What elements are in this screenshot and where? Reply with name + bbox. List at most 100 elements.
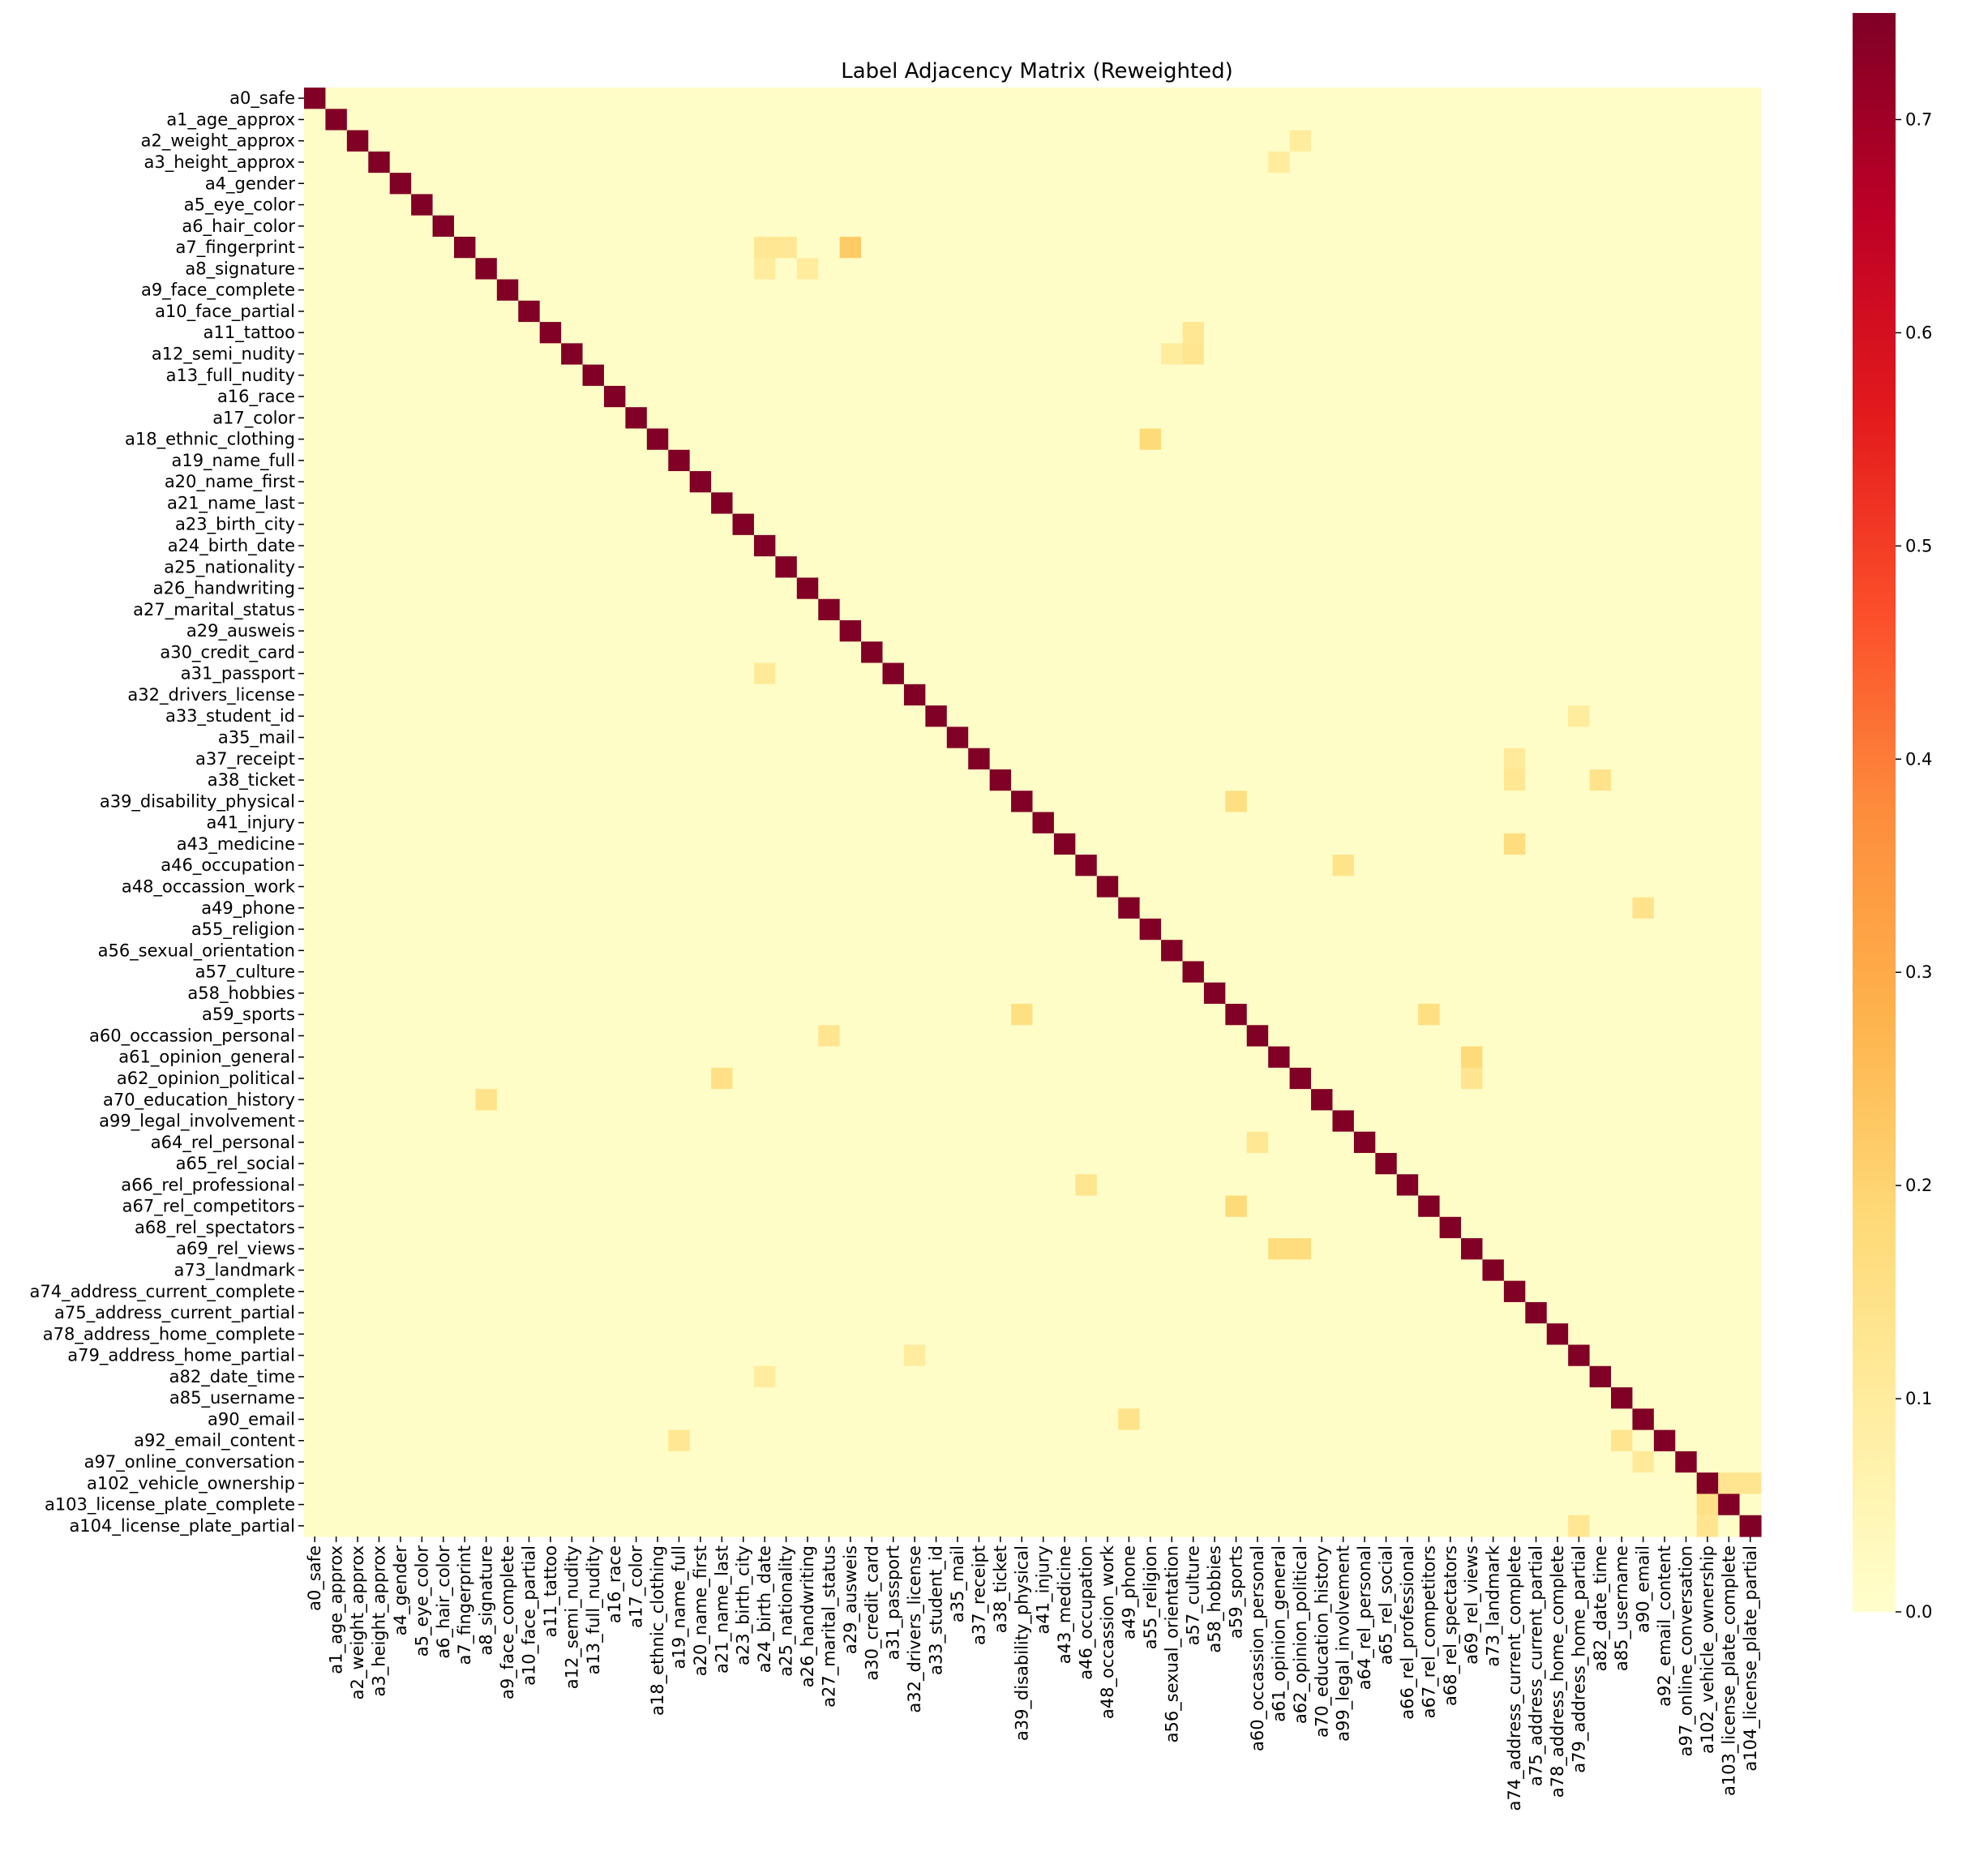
heatmap-cell [625,940,648,962]
heatmap-cell [818,534,841,557]
heatmap-cell [989,1494,1012,1516]
heatmap-cell [1139,1408,1162,1431]
heatmap-cell [818,1110,841,1133]
heatmap-cell [346,1089,369,1112]
heatmap-cell [903,833,926,855]
heatmap-cell [818,812,841,834]
heatmap-cell [1268,748,1291,770]
heatmap-cell [496,684,519,706]
heatmap-cell [304,492,327,515]
heatmap-cell [732,1494,755,1516]
heatmap-cell [968,1408,991,1431]
heatmap-cell [1632,385,1655,408]
heatmap-cell [946,684,969,706]
heatmap-cell [1739,833,1762,855]
heatmap-cell [946,236,969,259]
heatmap-cell [346,1365,369,1388]
heatmap-cell [496,1515,519,1537]
heatmap-cell [325,1089,348,1112]
heatmap-cell [1332,662,1355,685]
heatmap-cell [1332,556,1355,579]
heatmap-cell [946,833,969,855]
heatmap-cell [1289,855,1312,876]
heatmap-cell [411,88,434,109]
heatmap-cell [346,1067,369,1090]
heatmap-cell [689,641,712,664]
heatmap-cell [389,833,412,855]
heatmap-cell [432,705,455,727]
heatmap-cell [1032,1195,1055,1218]
heatmap-cell [903,215,926,238]
heatmap-cell [1053,513,1076,536]
heatmap-cell [389,897,412,919]
heatmap-cell [453,534,477,557]
heatmap-cell [925,1280,948,1303]
heatmap-cell [603,684,626,706]
heatmap-cell [732,1067,755,1090]
heatmap-cell [1353,940,1376,962]
heatmap-cell [603,855,626,876]
heatmap-cell [711,1280,734,1303]
heatmap-cell [1289,1216,1312,1239]
heatmap-cell [1589,300,1612,323]
heatmap-cell [1289,897,1312,919]
heatmap-cell [946,407,969,430]
heatmap-cell [1568,215,1591,238]
heatmap-cell [1053,1301,1076,1324]
heatmap-cell [1225,812,1248,834]
heatmap-cell [518,385,541,408]
heatmap-cell [389,258,412,281]
heatmap-cell [1611,598,1634,621]
heatmap-cell [496,748,519,770]
heatmap-cell [475,1089,498,1112]
heatmap-cell [1075,449,1098,472]
heatmap-cell [925,833,948,855]
heatmap-cell [1696,748,1719,770]
heatmap-cell [1568,1451,1591,1473]
heatmap-cell [796,1280,819,1303]
heatmap-cell [1182,471,1205,493]
x-tick-label: a92_email_content [1655,1545,1675,1707]
heatmap-cell [1053,619,1076,642]
heatmap-cell [561,130,584,152]
heatmap-cell [411,897,434,919]
heatmap-cell [839,130,862,152]
heatmap-cell [1696,940,1719,962]
heatmap-cell [453,577,477,600]
heatmap-cell [753,322,776,344]
heatmap-cell [1032,684,1055,706]
heatmap-cell [475,300,498,323]
heatmap-cell [775,641,798,664]
heatmap-cell [903,619,926,642]
heatmap-cell [411,619,434,642]
heatmap-cell [368,1110,391,1133]
heatmap-cell [861,364,884,387]
heatmap-cell [1632,534,1655,557]
heatmap-cell [903,322,926,344]
heatmap-cell [1139,662,1162,685]
heatmap-cell [1332,876,1355,898]
heatmap-cell [711,769,734,791]
heatmap-cell [346,513,369,536]
heatmap-cell [1203,619,1226,642]
heatmap-cell [668,1259,691,1282]
heatmap-cell [903,1004,926,1026]
heatmap-cell [775,449,798,472]
heatmap-cell [625,598,648,621]
heatmap-cell [1332,1152,1355,1175]
heatmap-cell [1589,1365,1612,1388]
heatmap-cell [1461,1025,1484,1048]
heatmap-cell [411,343,434,366]
heatmap-cell [496,130,519,152]
heatmap-cell [1632,1046,1655,1069]
heatmap-cell [1139,1301,1162,1324]
heatmap-cell [432,1429,455,1452]
heatmap-cell [1075,855,1098,876]
heatmap-cell [304,1408,327,1431]
heatmap-cell [432,407,455,430]
heatmap-cell [946,1365,969,1388]
heatmap-cell [1611,1152,1634,1175]
heatmap-cell [582,1110,605,1133]
heatmap-cell [1675,1004,1698,1026]
heatmap-cell [1503,833,1526,855]
